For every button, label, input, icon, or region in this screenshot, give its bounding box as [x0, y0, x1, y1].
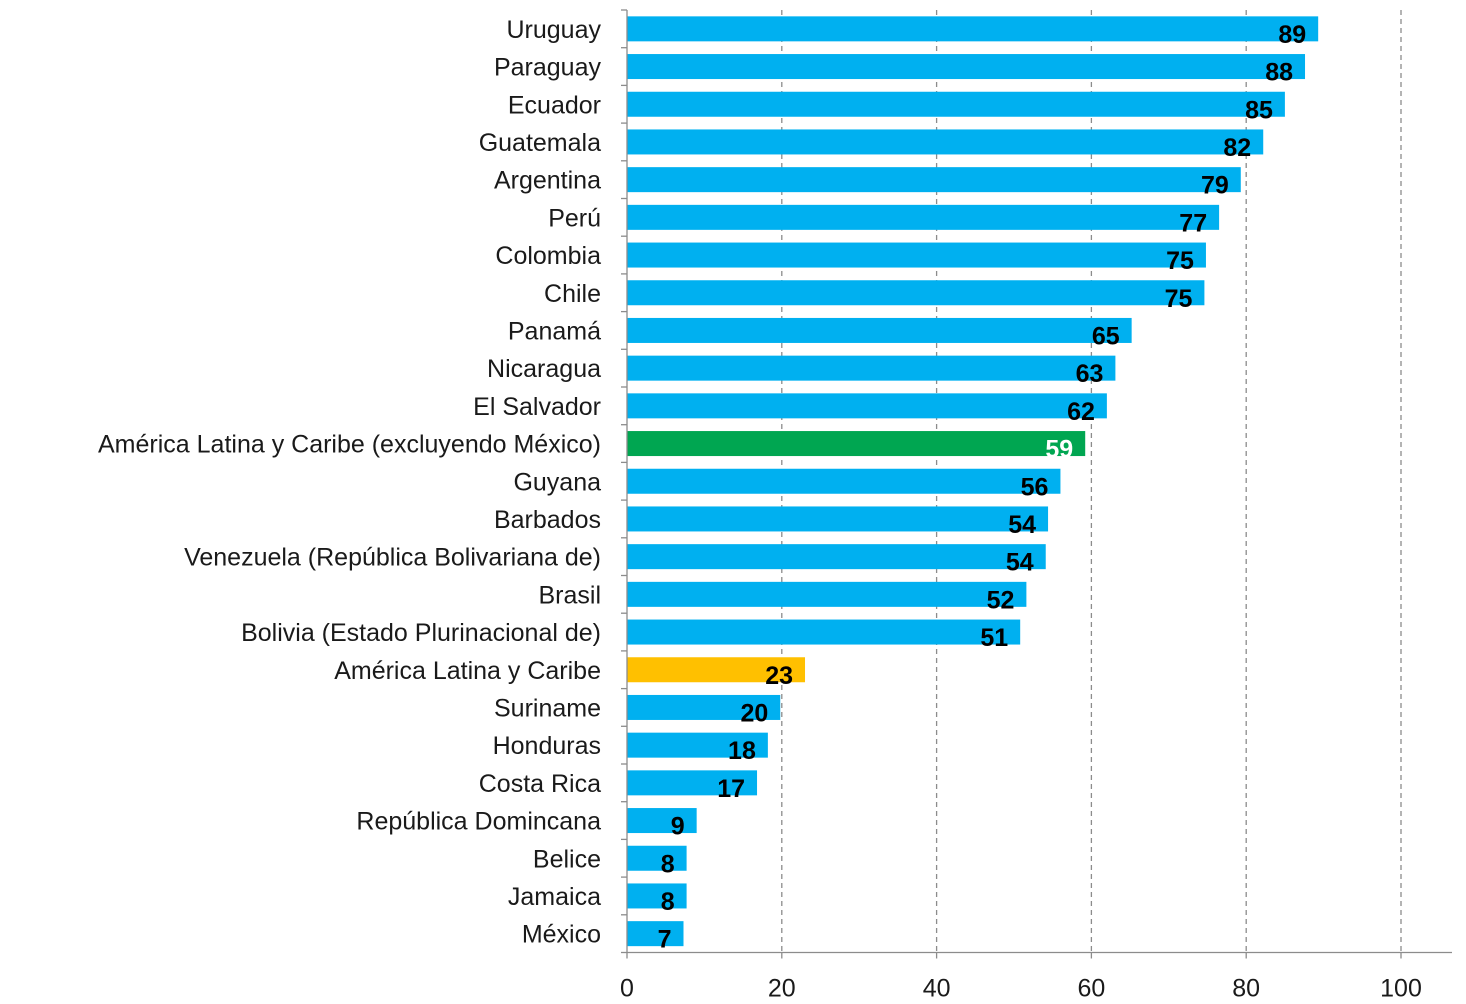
data-label: 75	[1166, 247, 1194, 275]
category-label: Barbados	[494, 506, 601, 534]
bar	[627, 883, 687, 909]
category-label: Ecuador	[508, 91, 601, 119]
bar	[627, 468, 1061, 494]
category-label: Paraguay	[494, 54, 602, 82]
bar	[627, 619, 1021, 645]
bar	[627, 280, 1205, 306]
x-tick-label: 80	[1232, 975, 1260, 1003]
data-label: 77	[1179, 209, 1207, 237]
x-tick-label: 0	[620, 975, 634, 1003]
data-label: 89	[1278, 21, 1306, 49]
category-label: El Salvador	[473, 393, 601, 421]
bar	[627, 657, 806, 683]
bar	[627, 544, 1046, 570]
data-label: 59	[1045, 436, 1073, 464]
data-label: 62	[1067, 398, 1095, 426]
x-tick-labels: 0 20 40 60 80 100	[620, 975, 1422, 1003]
data-label: 8	[661, 850, 675, 878]
category-label: Uruguay	[507, 16, 602, 44]
x-tick-label: 60	[1077, 975, 1105, 1003]
bar	[627, 129, 1264, 155]
axes	[621, 9, 1452, 959]
category-label: Costa Rica	[479, 770, 601, 798]
data-label: 82	[1223, 134, 1251, 162]
data-label: 23	[765, 662, 793, 690]
value-labels: 8988858279777575656362595654545251232018…	[658, 21, 1307, 954]
category-label: Nicaragua	[487, 355, 601, 383]
bar	[627, 167, 1241, 193]
bar	[627, 54, 1306, 80]
category-label: Brasil	[538, 581, 601, 609]
data-label: 63	[1076, 360, 1104, 388]
bar	[627, 91, 1285, 117]
category-label: América Latina y Caribe (excluyendo Méxi…	[98, 431, 601, 459]
category-label: Panamá	[508, 317, 601, 345]
data-label: 7	[658, 926, 672, 954]
data-label: 79	[1201, 172, 1229, 200]
data-label: 20	[740, 699, 768, 727]
bar	[627, 317, 1132, 343]
data-label: 18	[728, 737, 756, 765]
data-label: 9	[671, 813, 685, 841]
category-label: Honduras	[493, 732, 601, 760]
x-tick-label: 20	[768, 975, 796, 1003]
category-label: Jamaica	[508, 883, 601, 911]
data-label: 51	[980, 624, 1008, 652]
category-label: Chile	[544, 280, 601, 308]
bar	[627, 732, 768, 758]
bar	[627, 808, 697, 834]
bar	[627, 770, 758, 796]
category-label: Guatemala	[479, 129, 601, 157]
bar	[627, 242, 1206, 268]
grid-lines	[781, 10, 1402, 953]
x-tick-label: 40	[923, 975, 951, 1003]
category-label: Belice	[533, 845, 601, 873]
data-label: 54	[1006, 549, 1034, 577]
category-label: República Domincana	[356, 808, 601, 836]
bar	[627, 393, 1107, 419]
bar	[627, 921, 684, 947]
category-label: América Latina y Caribe	[334, 657, 601, 685]
data-label: 54	[1008, 511, 1036, 539]
bar	[627, 355, 1116, 381]
data-label: 88	[1265, 59, 1293, 87]
x-tick-label: 100	[1380, 975, 1422, 1003]
category-label: México	[522, 921, 601, 949]
category-label: Argentina	[494, 167, 601, 195]
bar	[627, 431, 1086, 457]
category-label: Colombia	[495, 242, 601, 270]
bar	[627, 694, 781, 720]
category-label: Venezuela (República Bolivariana de)	[184, 544, 601, 572]
data-label: 56	[1021, 473, 1049, 501]
data-label: 85	[1245, 96, 1273, 124]
data-label: 65	[1092, 322, 1120, 350]
bar	[627, 845, 687, 871]
bar	[627, 581, 1027, 607]
bar-series	[627, 16, 1319, 947]
data-label: 75	[1165, 285, 1193, 313]
data-label: 8	[661, 888, 675, 916]
bar	[627, 204, 1220, 230]
category-label: Perú	[548, 204, 601, 232]
data-label: 17	[717, 775, 745, 803]
bar	[627, 16, 1319, 42]
bar	[627, 506, 1049, 532]
category-label: Bolivia (Estado Plurinacional de)	[241, 619, 601, 647]
data-label: 52	[987, 586, 1015, 614]
category-label: Suriname	[494, 694, 601, 722]
category-label: Guyana	[513, 468, 601, 496]
category-labels: Uruguay Paraguay Ecuador Guatemala Argentina…	[98, 16, 601, 949]
